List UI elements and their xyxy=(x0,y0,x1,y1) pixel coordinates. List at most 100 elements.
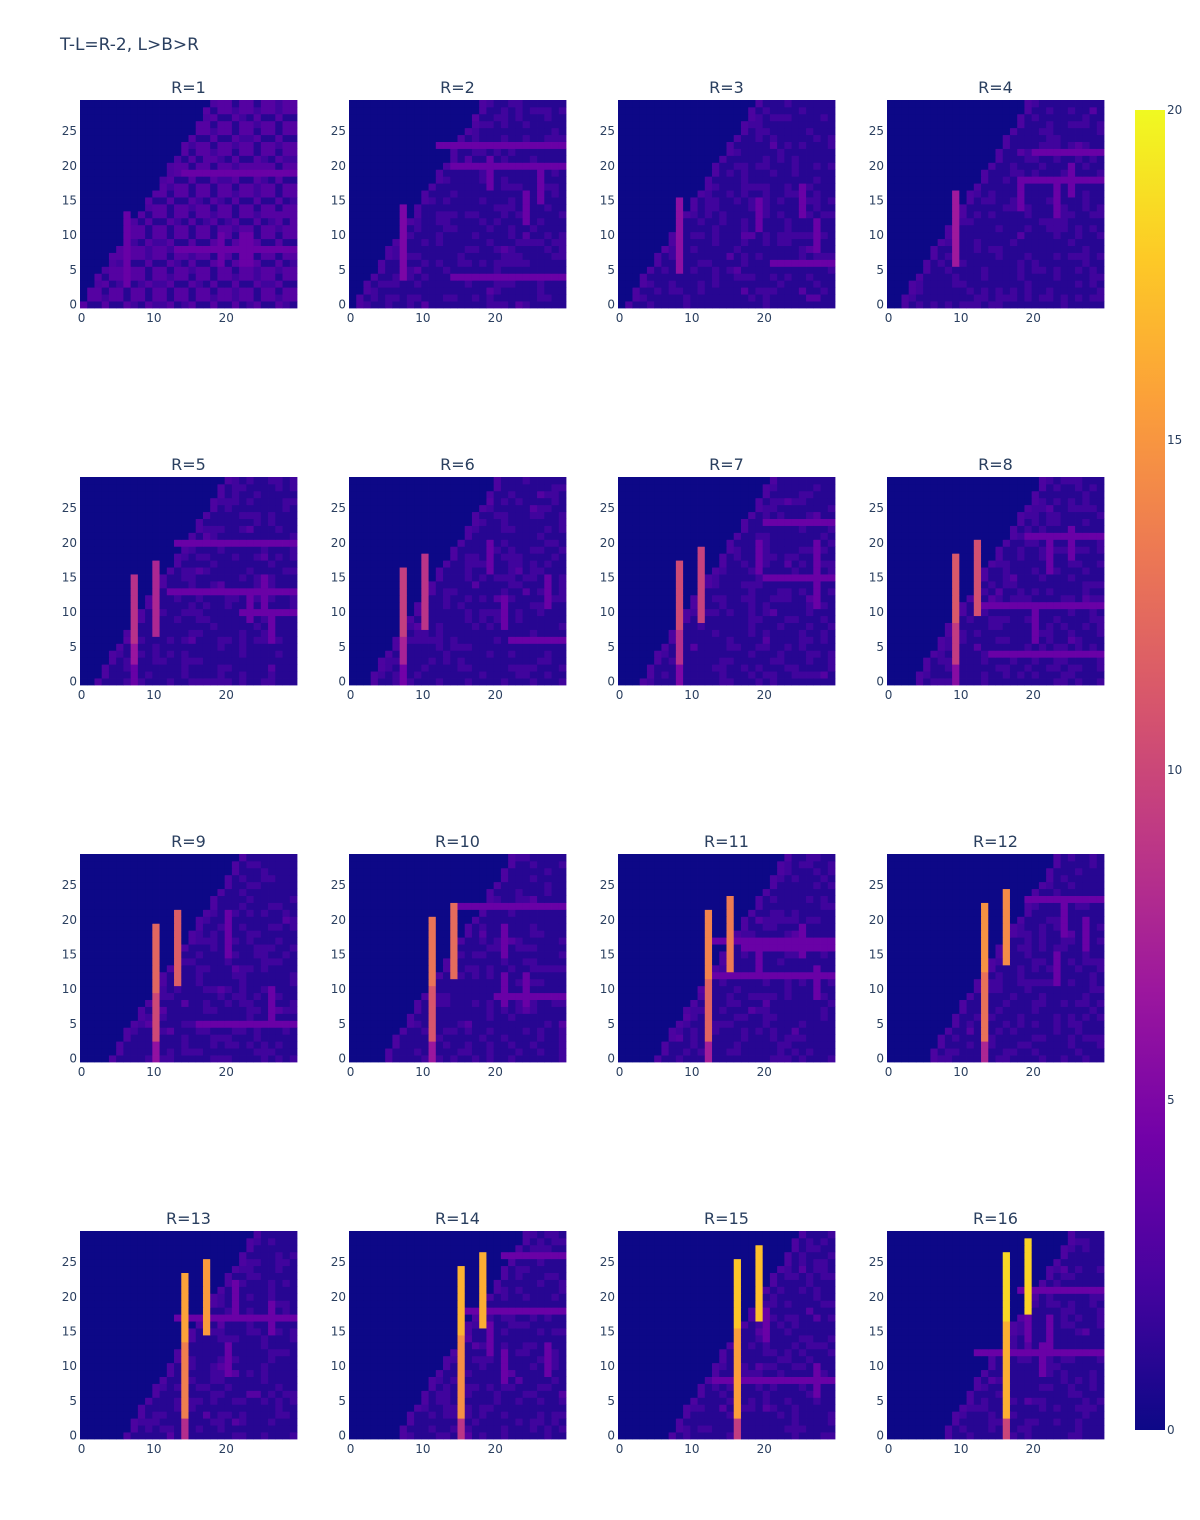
heatmap-cell xyxy=(1009,176,1018,184)
heatmap-cell xyxy=(349,162,357,170)
heatmap-cell xyxy=(558,664,567,672)
heatmap-cell xyxy=(493,155,502,163)
heatmap-cell xyxy=(108,477,117,485)
heatmap-cell xyxy=(450,224,458,233)
heatmap-cell xyxy=(435,155,444,163)
heatmap-cell xyxy=(392,587,401,596)
heatmap-cell xyxy=(515,183,523,191)
heatmap-cell xyxy=(894,245,902,253)
heatmap-cell xyxy=(639,224,648,233)
heatmap-cell xyxy=(188,106,197,115)
heatmap-cell xyxy=(399,134,408,142)
heatmap-cell xyxy=(537,587,545,596)
heatmap-cell xyxy=(726,287,735,295)
heatmap-cell xyxy=(1075,252,1083,260)
heatmap-cell xyxy=(116,608,124,617)
heatmap-cell xyxy=(356,224,364,233)
heatmap-cell xyxy=(704,217,713,226)
heatmap-cell xyxy=(930,245,939,253)
heatmap-cell xyxy=(1082,127,1090,136)
heatmap-cell xyxy=(174,553,182,561)
heatmap-cell xyxy=(145,280,153,288)
heatmap-cell xyxy=(464,155,473,163)
heatmap-cell xyxy=(443,657,451,665)
heatmap-cell xyxy=(537,113,545,122)
heatmap-cell xyxy=(988,127,996,136)
heatmap-cell xyxy=(282,127,291,136)
heatmap-cell xyxy=(435,280,444,288)
heatmap-cell xyxy=(1017,183,1025,191)
heatmap-cell xyxy=(894,183,902,191)
heatmap-cell xyxy=(246,497,254,506)
heatmap-cell xyxy=(551,615,560,623)
heatmap-cell xyxy=(406,224,415,233)
heatmap-cell xyxy=(356,273,364,281)
heatmap-cell xyxy=(887,120,895,129)
heatmap-cell xyxy=(428,287,437,295)
heatmap-cell xyxy=(188,525,197,533)
heatmap-cell xyxy=(683,231,691,240)
heatmap-cell xyxy=(827,197,836,205)
heatmap-cell xyxy=(654,280,662,288)
heatmap-cell xyxy=(733,231,742,240)
heatmap-cell xyxy=(1060,231,1069,240)
heatmap-cell xyxy=(726,162,735,170)
heatmap-cell xyxy=(181,518,189,526)
heatmap-cell xyxy=(268,162,276,170)
heatmap-cell xyxy=(529,190,538,198)
heatmap-cell xyxy=(457,294,466,302)
heatmap-cell xyxy=(1082,294,1090,302)
heatmap-cell xyxy=(471,217,480,226)
panel-title: R=5 xyxy=(171,455,206,474)
heatmap-cell xyxy=(973,204,982,212)
heatmap-cell xyxy=(1082,100,1090,108)
heatmap-cell xyxy=(952,120,960,129)
heatmap-cell xyxy=(101,636,110,644)
heatmap-cell xyxy=(464,245,473,253)
heatmap-cell xyxy=(827,238,836,246)
heatmap-cell xyxy=(224,636,233,644)
heatmap-cell xyxy=(704,155,713,163)
heatmap-cell xyxy=(1060,183,1069,191)
heatmap-cell xyxy=(690,197,698,205)
heatmap-cell xyxy=(901,134,910,142)
heatmap-cell xyxy=(231,106,240,115)
heatmap-cell xyxy=(618,162,626,170)
heatmap-cell xyxy=(275,113,283,122)
heatmap-cell xyxy=(253,100,262,108)
heatmap-cell xyxy=(457,141,466,149)
heatmap-cell xyxy=(275,650,283,658)
heatmap-cell xyxy=(529,162,538,170)
heatmap-cell xyxy=(260,294,269,302)
heatmap-cell xyxy=(668,224,677,233)
heatmap-cell xyxy=(145,622,153,630)
heatmap-cell xyxy=(1009,259,1018,267)
heatmap-cell xyxy=(188,567,197,575)
heatmap-cell xyxy=(464,636,473,644)
heatmap-cell xyxy=(181,560,189,568)
heatmap-cell xyxy=(806,273,814,281)
heatmap-cell xyxy=(443,252,451,260)
heatmap-cell xyxy=(769,266,778,274)
heatmap-cell xyxy=(116,483,124,492)
heatmap-cell xyxy=(966,266,975,274)
heatmap-cell xyxy=(479,204,487,212)
heatmap-cell xyxy=(123,273,132,281)
heatmap-cell xyxy=(471,643,480,651)
heatmap-cell xyxy=(399,100,408,108)
heatmap-cell xyxy=(116,490,124,499)
heatmap-cell xyxy=(123,204,132,212)
heatmap-cell xyxy=(733,301,742,309)
heatmap-cell xyxy=(712,210,720,219)
heatmap-cell xyxy=(683,287,691,295)
heatmap-cell xyxy=(159,148,168,156)
heatmap-cell xyxy=(231,497,240,506)
heatmap-cell xyxy=(275,238,283,246)
heatmap-cell xyxy=(385,127,393,136)
heatmap-cell xyxy=(435,176,444,184)
heatmap-cell xyxy=(544,608,552,617)
heatmap-cell xyxy=(282,608,291,617)
heatmap-cell xyxy=(915,231,924,240)
heatmap-cell xyxy=(654,287,662,295)
heatmap-cell xyxy=(537,678,545,686)
